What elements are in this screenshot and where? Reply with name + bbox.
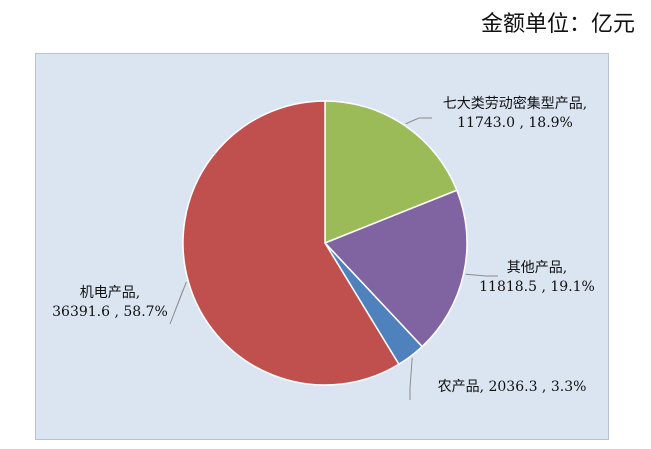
pie-slice-electromechanical: [182, 100, 400, 386]
leader-line-labor-intensive: [405, 117, 432, 125]
slice-label-electromechanical: 机电产品,: [80, 285, 140, 301]
pie-slice-other: [323, 189, 468, 348]
unit-note: 金额单位：亿元: [480, 12, 635, 37]
slice-label-agricultural: 农产品, 2036.3 , 3.3%: [438, 379, 587, 395]
slice-label-other: 其他产品,: [507, 260, 567, 276]
leader-line-other: [465, 273, 498, 277]
slice-label-labor-intensive: 七大类劳动密集型产品,: [443, 95, 587, 112]
slice-value-electromechanical: 36391.6 , 58.7%: [52, 304, 168, 320]
slice-value-labor-intensive: 11743.0 , 18.9%: [457, 115, 573, 131]
leader-line-electromechanical: [169, 281, 187, 325]
slice-value-other: 11818.5 , 19.1%: [479, 279, 595, 295]
pie-slice-labor-intensive: [324, 100, 458, 245]
leader-line-agricultural: [409, 357, 413, 400]
